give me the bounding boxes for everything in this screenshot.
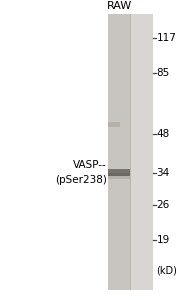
Text: 19: 19 (156, 235, 170, 245)
Text: RAW: RAW (106, 1, 132, 11)
Text: 85: 85 (156, 68, 170, 78)
Bar (108, 170, 130, 172)
Bar (108, 122, 120, 127)
Bar (131, 14, 153, 290)
Text: (kD): (kD) (156, 266, 177, 276)
Bar (108, 14, 153, 290)
Text: VASP--: VASP-- (73, 160, 107, 170)
Text: 48: 48 (156, 130, 170, 140)
Text: 117: 117 (156, 33, 176, 43)
Bar (108, 173, 130, 176)
Bar (108, 176, 130, 179)
Bar (130, 14, 131, 290)
Bar (108, 14, 130, 290)
Bar (108, 169, 130, 176)
Text: 34: 34 (156, 167, 170, 178)
Text: 26: 26 (156, 200, 170, 210)
Text: (pSer238): (pSer238) (55, 175, 107, 185)
